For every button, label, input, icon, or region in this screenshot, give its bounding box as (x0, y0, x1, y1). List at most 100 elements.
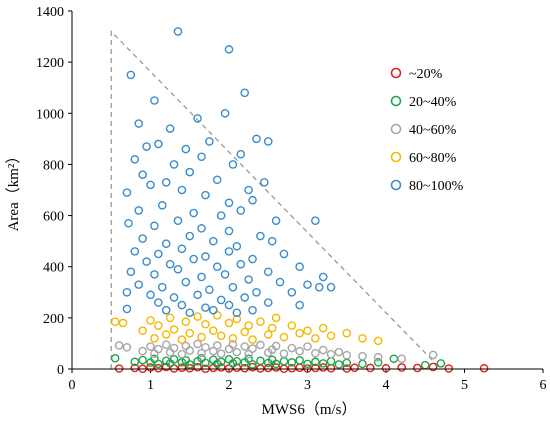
data-point (177, 185, 187, 195)
data-point (303, 342, 312, 351)
data-point (138, 234, 147, 243)
data-point (126, 70, 136, 80)
series-1 (114, 362, 489, 374)
data-point (256, 356, 265, 366)
data-point (173, 264, 183, 274)
data-point (311, 334, 320, 343)
x-tick-label: 0 (69, 378, 76, 393)
data-point (201, 358, 210, 368)
data-point (350, 363, 359, 373)
data-point (279, 249, 289, 259)
legend-marker (390, 123, 402, 135)
data-point (232, 308, 242, 318)
data-point (201, 342, 210, 352)
data-point (311, 216, 320, 225)
data-point (303, 359, 312, 369)
data-point (150, 96, 159, 105)
data-point (444, 364, 454, 373)
data-point (271, 313, 281, 323)
y-tick-label: 400 (43, 261, 64, 276)
y-tick-label: 1400 (36, 5, 64, 20)
data-point (240, 363, 249, 373)
data-point (110, 353, 120, 363)
data-point (373, 336, 383, 346)
data-point (358, 334, 367, 343)
data-point (142, 142, 151, 151)
data-point (248, 305, 257, 315)
data-point (240, 88, 249, 98)
data-point (142, 257, 151, 266)
data-point (318, 363, 328, 372)
data-point (224, 318, 234, 328)
data-point (185, 328, 195, 338)
data-point (318, 272, 328, 282)
legend-marker (390, 67, 402, 79)
data-point (205, 137, 214, 146)
legend-marker (390, 179, 402, 191)
data-point (373, 352, 383, 362)
data-point (287, 343, 297, 353)
data-point (342, 364, 352, 373)
data-point (479, 363, 489, 373)
data-point (326, 282, 336, 292)
data-point (208, 326, 218, 335)
data-point (212, 262, 222, 272)
data-point (271, 359, 281, 369)
data-point (334, 360, 344, 369)
data-point (205, 285, 214, 295)
x-tick-label: 4 (383, 378, 390, 393)
data-point (161, 330, 171, 339)
data-point (169, 343, 179, 353)
data-point (275, 277, 285, 287)
data-point (138, 355, 147, 365)
data-point (318, 359, 328, 368)
y-tick-label: 1000 (36, 107, 64, 122)
data-point (122, 342, 132, 352)
data-point (189, 208, 198, 218)
data-point (240, 342, 249, 351)
data-point (228, 160, 238, 169)
data-point (161, 340, 171, 350)
data-point (228, 340, 238, 349)
data-point (216, 349, 226, 358)
data-point (256, 317, 265, 326)
data-point (263, 298, 273, 307)
data-point (150, 349, 159, 358)
data-point (271, 341, 281, 351)
data-point (224, 344, 234, 354)
data-point (181, 144, 191, 154)
data-point (271, 216, 281, 225)
data-point (169, 293, 179, 302)
data-point (224, 300, 234, 310)
data-point (232, 357, 242, 366)
data-point (428, 362, 438, 372)
data-point (201, 303, 210, 312)
data-point (413, 363, 422, 373)
y-axis-title: Area（km²） (5, 149, 22, 232)
data-point (271, 363, 281, 372)
data-point (157, 282, 167, 292)
data-point (154, 321, 163, 330)
data-point (161, 178, 171, 187)
data-point (165, 259, 175, 269)
data-point (228, 334, 238, 343)
data-point (134, 119, 144, 128)
data-point (295, 300, 304, 310)
data-point (161, 239, 171, 248)
data-point (146, 290, 155, 300)
data-point (326, 363, 336, 373)
data-point (232, 241, 242, 251)
data-point (373, 358, 383, 367)
data-point (122, 287, 132, 297)
data-point (252, 134, 261, 144)
data-point (428, 350, 438, 360)
data-point (295, 356, 304, 365)
data-point (169, 325, 179, 334)
data-point (130, 155, 140, 164)
data-point (236, 206, 246, 215)
data-point (181, 317, 191, 326)
data-point (216, 357, 226, 367)
data-point (134, 280, 144, 289)
data-point (134, 206, 144, 215)
